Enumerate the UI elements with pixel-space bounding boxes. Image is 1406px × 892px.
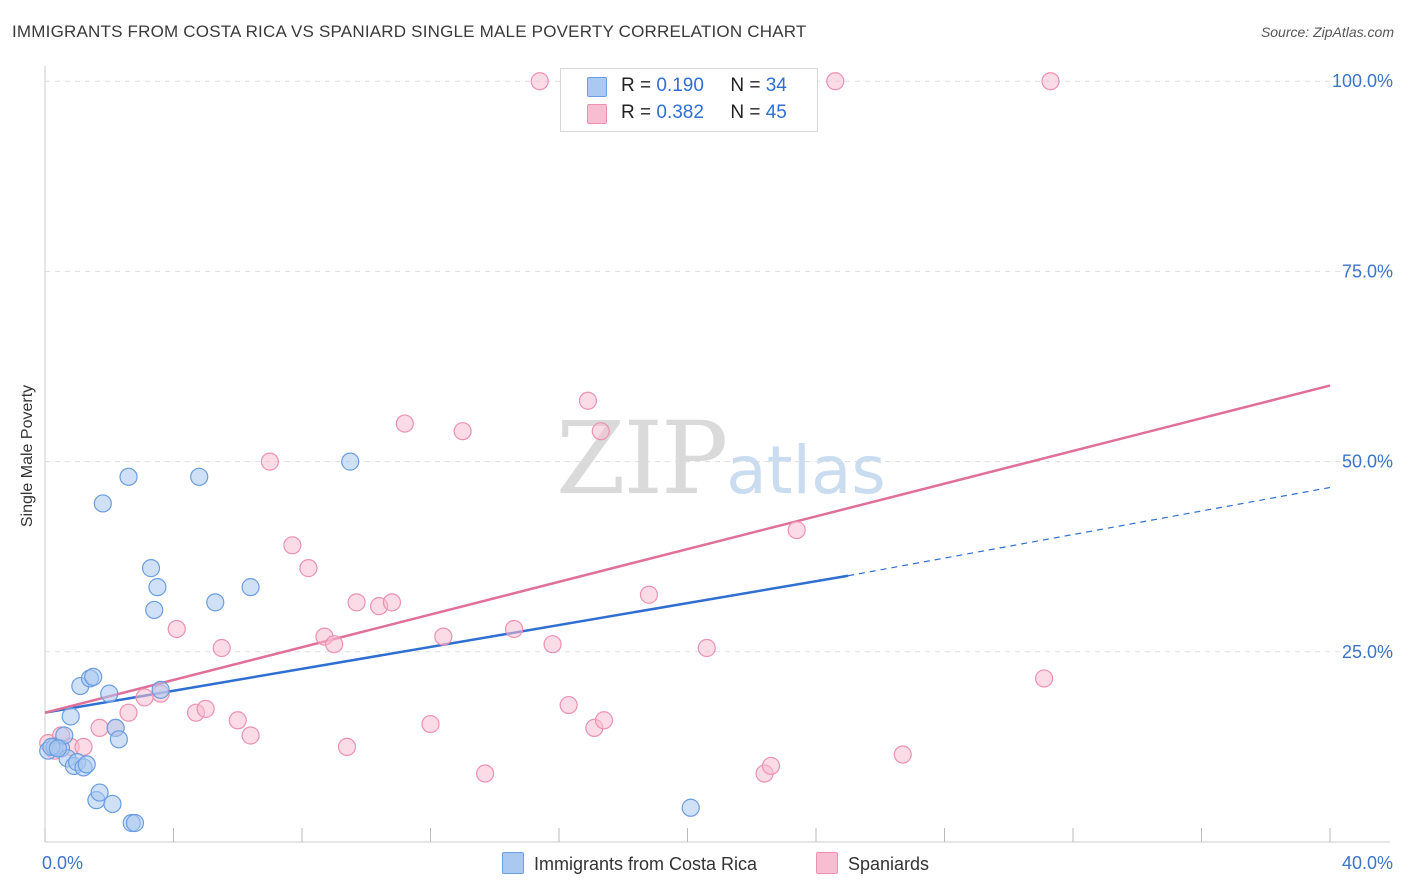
spaniard-point — [421, 714, 440, 734]
watermark: ZIPatlas — [556, 400, 886, 517]
series-swatch-blue — [502, 852, 524, 874]
y-tick-label: 100.0% — [1332, 71, 1393, 91]
legend-n-label: N = — [730, 102, 761, 123]
spaniard-point — [212, 638, 231, 658]
costa-rica-point — [77, 755, 96, 774]
spaniard-point — [135, 688, 154, 707]
costa-rica-point — [241, 578, 260, 597]
spaniard-point — [74, 737, 93, 757]
costa-rica-point — [125, 813, 145, 833]
spaniards-trend-line — [44, 384, 1331, 714]
costa-rica-point — [48, 739, 67, 758]
legend-n-value: 34 — [765, 75, 787, 96]
spaniard-point — [395, 414, 414, 433]
costa-rica-point — [206, 593, 225, 612]
legend-swatch-pink — [587, 104, 607, 124]
series-legend-label: Immigrants from Costa Rica — [534, 854, 758, 874]
spaniard-point — [196, 699, 215, 718]
costa-rica-point — [103, 794, 122, 814]
spaniard-point — [1041, 72, 1060, 91]
spaniard-point — [119, 703, 138, 722]
spaniard-point — [476, 764, 495, 783]
trend-lines — [44, 384, 1331, 714]
costa-rica-point — [148, 578, 167, 597]
costa-rica-point — [151, 680, 170, 699]
spaniard-point — [594, 711, 614, 730]
spaniard-point — [504, 619, 524, 639]
correlation-legend: R = 0.190 N = 34 R = 0.382 N = 45 — [560, 68, 818, 132]
costa-rica-point — [145, 600, 164, 620]
costa-rica-point — [109, 730, 128, 749]
y-tick-label: 75.0% — [1342, 261, 1393, 281]
spaniard-point — [283, 536, 302, 555]
spaniard-point — [893, 745, 912, 764]
spaniard-point — [167, 619, 186, 639]
series-legend-costa-rica[interactable]: Immigrants from Costa Rica — [502, 852, 757, 875]
costa-rica-point — [61, 707, 80, 726]
spaniard-point — [90, 718, 109, 737]
spaniard-point — [591, 422, 610, 441]
watermark-atlas: atlas — [726, 432, 886, 509]
spaniard-point — [434, 627, 453, 646]
legend-n-value: 45 — [765, 102, 787, 123]
spaniard-point — [453, 422, 472, 441]
spaniard-point — [347, 593, 366, 612]
legend-swatch-blue — [587, 77, 607, 97]
spaniard-point — [787, 520, 806, 540]
y-tick-label: 25.0% — [1342, 642, 1393, 662]
spaniard-point — [337, 737, 357, 757]
spaniard-point — [697, 638, 716, 658]
legend-r-value: 0.382 — [656, 102, 704, 123]
series-legend-spaniards[interactable]: Spaniards — [816, 852, 929, 875]
spaniard-point — [761, 756, 781, 776]
spaniard-point — [1034, 669, 1054, 688]
grid-lines — [45, 80, 1390, 653]
tick-labels: 25.0% 50.0% 75.0% 100.0% 0.0% 40.0% — [42, 71, 1393, 873]
costa-rica-point — [93, 494, 112, 513]
spaniard-point — [241, 726, 260, 745]
spaniard-point — [299, 559, 318, 578]
spaniard-point — [530, 72, 549, 91]
costa-rica-point — [119, 467, 138, 486]
x-tick-label: 40.0% — [1342, 853, 1393, 873]
costa-rica-point — [341, 452, 360, 471]
legend-n-label: N = — [730, 75, 761, 96]
axes — [44, 66, 1390, 843]
spaniard-point — [559, 695, 578, 715]
watermark-zip: ZIP — [556, 400, 728, 517]
spaniard-point — [578, 391, 598, 410]
costa-rica-point — [90, 783, 109, 802]
data-points — [39, 72, 1060, 833]
legend-r-value: 0.190 — [656, 75, 704, 96]
chart-title: IMMIGRANTS FROM COSTA RICA VS SPANIARD S… — [12, 22, 807, 41]
series-swatch-pink — [816, 852, 838, 874]
spaniard-point — [228, 711, 247, 730]
costa-rica-trend-extension — [848, 486, 1331, 577]
series-legend-label: Spaniards — [848, 854, 930, 874]
spaniard-point — [382, 593, 402, 612]
spaniard-point — [639, 585, 659, 604]
spaniard-point — [260, 452, 279, 471]
costa-rica-point — [100, 684, 119, 703]
x-tick-label: 0.0% — [42, 853, 83, 873]
spaniard-point — [325, 635, 344, 654]
source-label: Source: ZipAtlas.com — [1260, 24, 1394, 40]
costa-rica-point — [141, 559, 161, 578]
costa-rica-point — [84, 667, 103, 687]
spaniard-point — [826, 72, 845, 91]
y-tick-label: 50.0% — [1342, 452, 1393, 472]
legend-r-label: R = — [621, 102, 652, 123]
costa-rica-point — [681, 798, 700, 817]
costa-rica-point — [190, 467, 209, 486]
legend-r-label: R = — [621, 75, 652, 96]
spaniard-point — [543, 635, 562, 654]
